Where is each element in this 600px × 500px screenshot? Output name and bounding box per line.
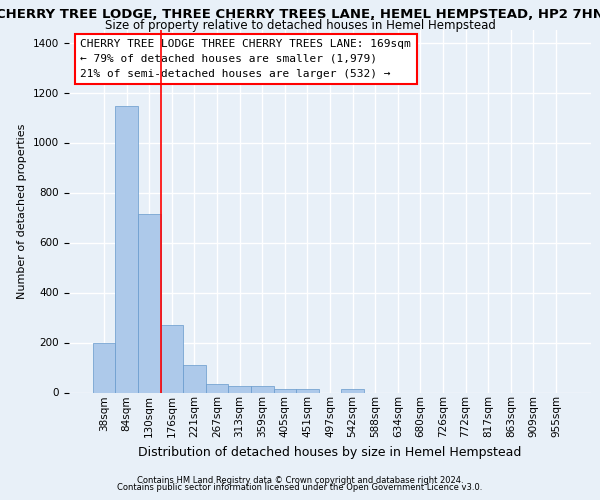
Bar: [251, 386, 274, 392]
Text: CHERRY TREE LODGE, THREE CHERRY TREES LANE, HEMEL HEMPSTEAD, HP2 7HN: CHERRY TREE LODGE, THREE CHERRY TREES LA…: [0, 8, 600, 20]
Text: Contains HM Land Registry data © Crown copyright and database right 2024.: Contains HM Land Registry data © Crown c…: [137, 476, 463, 485]
Bar: [183, 365, 206, 392]
Bar: [341, 389, 364, 392]
Bar: [296, 389, 319, 392]
Bar: [93, 343, 115, 392]
Bar: [229, 386, 251, 392]
Bar: [138, 214, 161, 392]
Text: Contains public sector information licensed under the Open Government Licence v3: Contains public sector information licen…: [118, 484, 482, 492]
X-axis label: Distribution of detached houses by size in Hemel Hempstead: Distribution of detached houses by size …: [139, 446, 521, 458]
Bar: [161, 325, 183, 392]
Bar: [274, 389, 296, 392]
Bar: [206, 384, 229, 392]
Text: Size of property relative to detached houses in Hemel Hempstead: Size of property relative to detached ho…: [104, 19, 496, 32]
Text: CHERRY TREE LODGE THREE CHERRY TREES LANE: 169sqm
← 79% of detached houses are s: CHERRY TREE LODGE THREE CHERRY TREES LAN…: [80, 39, 411, 78]
Y-axis label: Number of detached properties: Number of detached properties: [17, 124, 28, 299]
Bar: [115, 106, 138, 393]
